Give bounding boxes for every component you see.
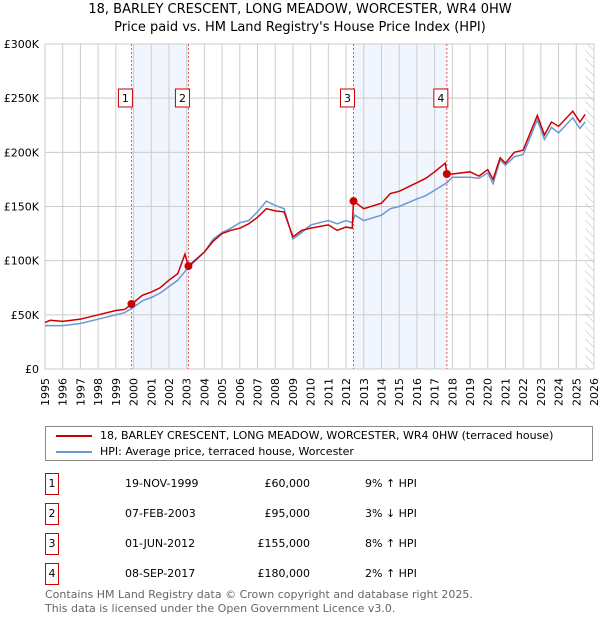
x-tick-label: 2011 (322, 378, 335, 406)
sale-label-4: 4 (437, 92, 444, 105)
x-tick-label: 2001 (145, 378, 158, 406)
sale-point-4 (442, 170, 451, 178)
legend: 18, BARLEY CRESCENT, LONG MEADOW, WORCES… (45, 426, 593, 461)
y-tick-label: £300K (4, 38, 40, 51)
y-tick-label: £0 (25, 363, 39, 376)
sale-price: £95,000 (264, 507, 311, 520)
sale-label-box-3 (340, 88, 356, 108)
x-tick-label: 1999 (110, 378, 123, 406)
x-tick-label: 2004 (198, 378, 211, 406)
sale-point-3 (349, 197, 358, 206)
x-tick-label: 2007 (252, 378, 265, 406)
y-tick-label: £100K (4, 255, 40, 268)
x-tick-label: 2026 (588, 378, 600, 406)
sale-row: 1 19-NOV-1999 £60,000 9% ↑ HPI (45, 473, 445, 495)
legend-label-hpi: HPI: Average price, terraced house, Worc… (100, 445, 354, 458)
y-tick-label: £50K (11, 309, 40, 322)
sale-row: 3 01-JUN-2012 £155,000 8% ↑ HPI (45, 533, 445, 555)
x-tick-label: 2023 (535, 378, 548, 406)
sale-date: 08-SEP-2017 (125, 567, 196, 580)
sale-label-1: 1 (122, 92, 129, 105)
sale-point-2 (184, 262, 193, 271)
footer-line-1: Contains HM Land Registry data © Crown c… (45, 588, 473, 601)
sale-row: 4 08-SEP-2017 £180,000 2% ↑ HPI (45, 563, 445, 585)
sale-number: 3 (45, 533, 59, 555)
x-tick-label: 2025 (570, 378, 583, 406)
sale-label-3: 3 (344, 92, 351, 105)
sale-number: 1 (45, 473, 59, 495)
sale-number: 2 (45, 503, 59, 525)
footer-line-2: This data is licensed under the Open Gov… (45, 602, 396, 615)
sale-label-2: 2 (179, 92, 186, 105)
y-tick-label: £200K (4, 146, 40, 159)
x-tick-label: 2012 (340, 378, 353, 406)
sale-hpi-diff: 3% ↓ HPI (365, 507, 417, 520)
x-tick-label: 2000 (128, 378, 141, 406)
y-tick-label: £250K (4, 92, 40, 105)
y-tick-label: £150K (4, 201, 40, 214)
sale-point-1 (127, 300, 136, 308)
sale-price: £60,000 (264, 477, 311, 490)
x-tick-label: 2016 (411, 378, 424, 406)
sale-price: £155,000 (257, 537, 311, 550)
sale-date: 19-NOV-1999 (125, 477, 199, 490)
x-tick-label: 2013 (358, 378, 371, 406)
x-tick-label: 2020 (482, 378, 495, 406)
x-tick-label: 1995 (39, 378, 52, 406)
sale-label-box-4 (433, 88, 449, 108)
sale-label-box-1 (117, 88, 133, 108)
x-tick-label: 2005 (216, 378, 229, 406)
x-tick-label: 2006 (234, 378, 247, 406)
legend-label-property: 18, BARLEY CRESCENT, LONG MEADOW, WORCES… (100, 429, 554, 442)
x-tick-label: 2002 (163, 378, 176, 406)
sale-hpi-diff: 9% ↑ HPI (365, 477, 417, 490)
chart-title: 18, BARLEY CRESCENT, LONG MEADOW, WORCES… (88, 2, 512, 17)
price-chart: 1995 1996 1997 1998 1999 2000 2001 2002 2003 2004… (4, 38, 600, 406)
property-price-line (44, 109, 586, 324)
x-tick-label: 2009 (287, 378, 300, 406)
x-tick-label: 1997 (74, 378, 87, 406)
x-tick-label: 2022 (517, 378, 530, 406)
sale-hpi-diff: 2% ↑ HPI (365, 567, 417, 580)
x-tick-label: 2003 (181, 378, 194, 406)
chart-subtitle: Price paid vs. HM Land Registry's House … (114, 20, 486, 35)
hpi-line (45, 116, 586, 327)
sale-date: 07-FEB-2003 (125, 507, 196, 520)
sale-hpi-diff: 8% ↑ HPI (365, 537, 417, 550)
x-tick-label: 2015 (393, 378, 406, 406)
x-tick-label: 1998 (92, 378, 105, 406)
x-tick-label: 1996 (57, 378, 70, 406)
x-tick-label: 2018 (446, 378, 459, 406)
legend-swatch-red (56, 435, 92, 437)
sale-label-box-2 (174, 88, 190, 108)
x-tick-label: 2017 (429, 378, 442, 406)
x-tick-label: 2014 (375, 378, 388, 406)
x-tick-label: 2010 (305, 378, 318, 406)
sale-price: £180,000 (257, 567, 311, 580)
sale-row: 2 07-FEB-2003 £95,000 3% ↓ HPI (45, 503, 445, 525)
x-tick-label: 2019 (464, 378, 477, 406)
footer: Contains HM Land Registry data © Crown c… (45, 588, 473, 616)
x-tick-label: 2008 (269, 378, 282, 406)
legend-swatch-blue (56, 451, 92, 453)
sale-number: 4 (45, 563, 59, 585)
sale-date: 01-JUN-2012 (125, 537, 196, 550)
x-tick-label: 2021 (499, 378, 512, 406)
x-tick-label: 2024 (553, 378, 566, 406)
